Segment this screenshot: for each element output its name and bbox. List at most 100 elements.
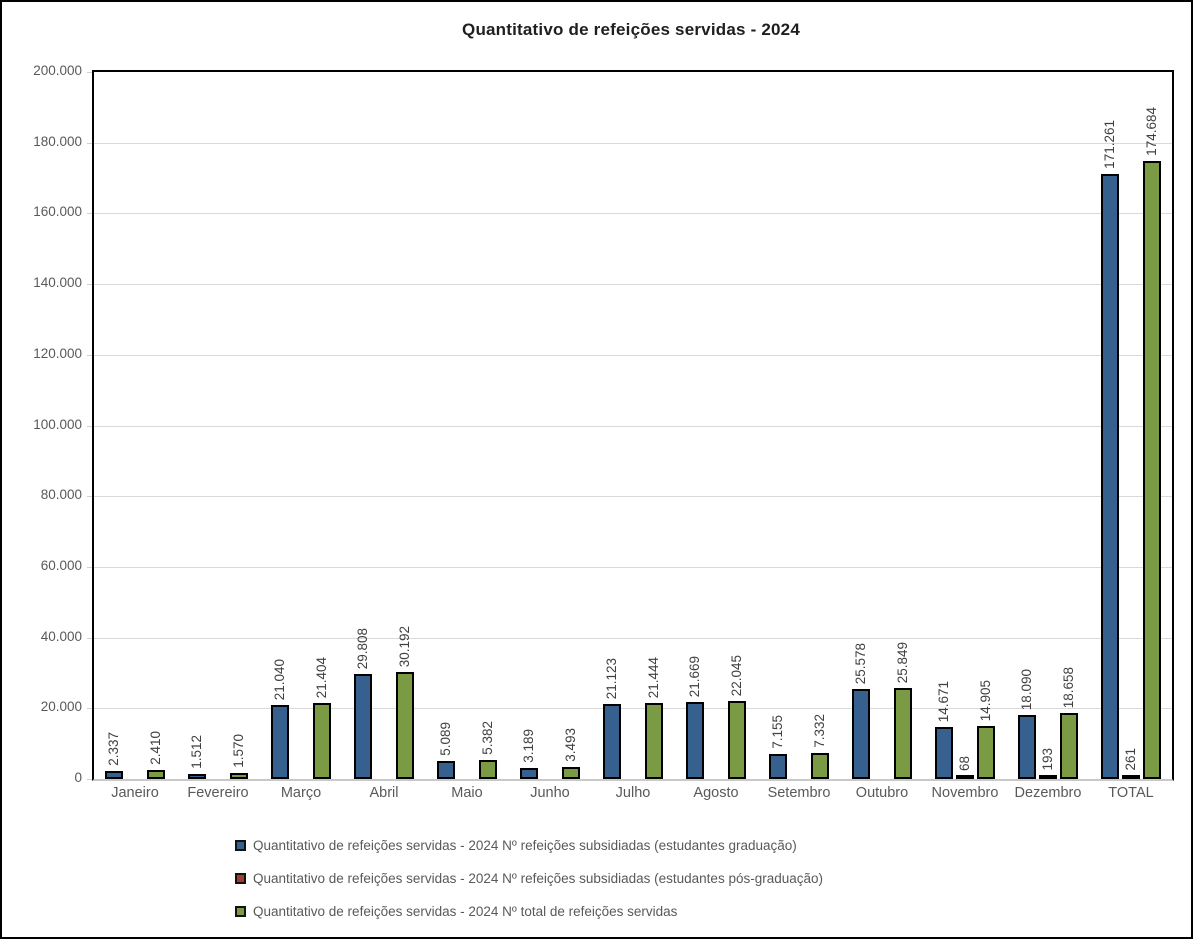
bar-series3-fevereiro: [230, 773, 248, 779]
bar-series1-junho: [520, 768, 538, 779]
bar-value-label: 193: [1040, 748, 1056, 771]
bar-value-label: 14.671: [936, 680, 952, 722]
y-tick-mark: [87, 779, 92, 780]
bar-series1-total: [1101, 174, 1119, 779]
y-tick-label: 0: [74, 770, 82, 785]
y-tick-mark: [87, 142, 92, 144]
legend-label: Quantitativo de refeições servidas - 202…: [253, 904, 678, 919]
bar-series3-total: [1143, 161, 1161, 779]
bar-series1-março: [271, 705, 289, 779]
bar-series3-agosto: [728, 701, 746, 779]
y-tick-mark: [87, 425, 92, 427]
x-category-label-março: Março: [280, 785, 322, 801]
gridline: [94, 425, 1172, 427]
bar-value-label: 14.905: [978, 679, 994, 721]
gridline: [94, 142, 1172, 144]
bar-series3-julho: [645, 703, 663, 779]
gridline: [94, 566, 1172, 568]
bar-value-label: 5.089: [438, 722, 454, 756]
bar-series3-setembro: [811, 753, 829, 779]
x-category-label-maio: Maio: [451, 785, 483, 801]
bar-series1-outubro: [852, 689, 870, 779]
y-tick-mark: [87, 637, 92, 639]
gridline: [94, 708, 1172, 710]
bar-series2-novembro: [956, 775, 974, 779]
x-category-label-julho: Julho: [615, 785, 651, 801]
x-category-label-junho: Junho: [530, 785, 570, 801]
legend-marker-icon: [235, 873, 246, 884]
x-category-label-fevereiro: Fevereiro: [187, 785, 249, 801]
y-tick-label: 80.000: [40, 487, 82, 503]
legend-marker-icon: [235, 906, 246, 917]
y-tick-mark: [87, 213, 92, 215]
bar-value-label: 2.337: [106, 732, 122, 766]
legend-marker-icon: [235, 840, 246, 851]
legend-item-3: Quantitativo de refeições servidas - 202…: [235, 904, 823, 919]
bar-value-label: 171.261: [1102, 120, 1118, 169]
bar-value-label: 18.090: [1019, 668, 1035, 710]
gridline: [94, 637, 1172, 639]
bar-value-label: 174.684: [1144, 107, 1160, 156]
y-tick-mark: [87, 72, 92, 73]
bar-value-label: 21.404: [314, 656, 330, 698]
bar-series2-total: [1122, 775, 1140, 779]
bar-series3-maio: [479, 760, 497, 779]
bar-value-label: 5.382: [480, 721, 496, 755]
bar-value-label: 30.192: [397, 625, 413, 667]
bar-series1-julho: [603, 704, 621, 779]
chart-title: Quantitativo de refeições servidas - 202…: [462, 20, 800, 39]
y-tick-mark: [87, 708, 92, 710]
x-category-label-setembro: Setembro: [767, 785, 831, 801]
legend-label: Quantitativo de refeições servidas - 202…: [253, 871, 823, 886]
bar-series3-novembro: [977, 726, 995, 779]
bar-series3-janeiro: [147, 770, 165, 779]
bar-value-label: 25.578: [853, 642, 869, 684]
x-category-label-novembro: Novembro: [931, 785, 999, 801]
x-category-label-dezembro: Dezembro: [1014, 785, 1082, 801]
bar-value-label: 21.669: [687, 655, 703, 697]
bar-series3-abril: [396, 672, 414, 779]
y-tick-label: 60.000: [40, 557, 82, 573]
x-category-label-total: TOTAL: [1108, 785, 1154, 801]
bar-series1-abril: [354, 674, 372, 779]
bar-series3-dezembro: [1060, 713, 1078, 779]
bar-value-label: 21.444: [646, 656, 662, 698]
legend: Quantitativo de refeições servidas - 202…: [235, 838, 823, 937]
y-tick-label: 40.000: [40, 628, 82, 644]
y-tick-mark: [87, 284, 92, 286]
bar-value-label: 68: [957, 755, 973, 771]
bar-value-label: 7.155: [770, 715, 786, 749]
gridline: [94, 284, 1172, 286]
y-tick-label: 180.000: [33, 133, 82, 149]
bar-series1-fevereiro: [188, 774, 206, 779]
bar-series1-dezembro: [1018, 715, 1036, 779]
gridline: [94, 213, 1172, 215]
bar-value-label: 18.658: [1061, 666, 1077, 708]
legend-label: Quantitativo de refeições servidas - 202…: [253, 838, 797, 853]
bar-series3-outubro: [894, 688, 912, 779]
y-tick-mark: [87, 354, 92, 356]
bar-series1-agosto: [686, 702, 704, 779]
y-tick-label: 200.000: [33, 63, 82, 78]
x-category-label-agosto: Agosto: [693, 785, 739, 801]
plot-area: 2.337 2.410 1.512 1.570 21.040 21.404 29.808 30…: [92, 70, 1174, 781]
bar-value-label: 21.040: [272, 658, 288, 700]
bar-value-label: 3.493: [563, 728, 579, 762]
bar-value-label: 1.570: [231, 734, 247, 768]
bar-series1-setembro: [769, 754, 787, 779]
bar-value-label: 7.332: [812, 714, 828, 748]
gridline: [94, 496, 1172, 498]
bar-series2-dezembro: [1039, 775, 1057, 779]
bar-value-label: 261: [1123, 748, 1139, 771]
x-category-label-janeiro: Janeiro: [111, 785, 159, 801]
bar-value-label: 2.410: [148, 731, 164, 765]
bar-series3-junho: [562, 767, 580, 779]
bar-value-label: 22.045: [729, 654, 745, 696]
bar-series1-janeiro: [105, 771, 123, 779]
y-tick-mark: [87, 566, 92, 568]
bar-value-label: 1.512: [189, 735, 205, 769]
x-category-label-outubro: Outubro: [855, 785, 909, 801]
bar-series1-novembro: [935, 727, 953, 779]
legend-item-2: Quantitativo de refeições servidas - 202…: [235, 871, 823, 886]
